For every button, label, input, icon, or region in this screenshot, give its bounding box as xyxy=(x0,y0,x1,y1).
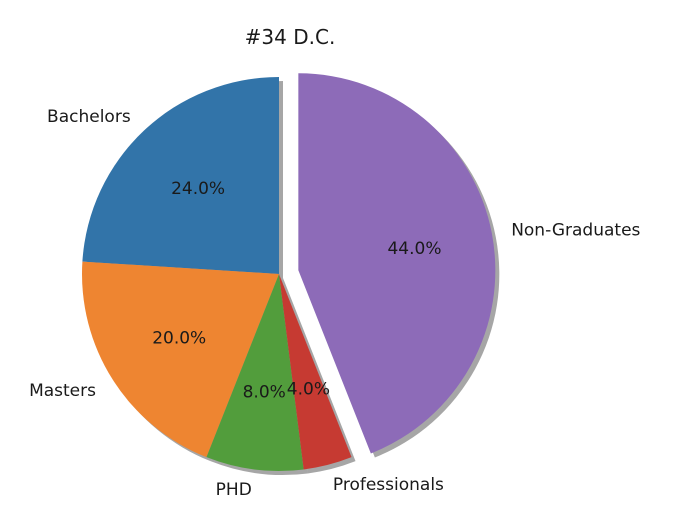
percent-label-professionals: 4.0% xyxy=(287,380,330,400)
slice-phd xyxy=(206,274,304,472)
slice-masters xyxy=(82,261,280,458)
slice-labels: Bachelors Masters PHD Professionals Non-Grad… xyxy=(29,107,640,500)
slice-label-bachelors: Bachelors xyxy=(47,107,131,127)
slice-label-non-graduates: Non-Graduates xyxy=(511,221,640,241)
slice-bachelors xyxy=(82,77,279,274)
percent-label-phd: 8.0% xyxy=(243,382,286,402)
slice-professionals xyxy=(279,274,352,470)
slice-non-graduates xyxy=(298,73,496,454)
slice-label-masters: Masters xyxy=(29,381,96,401)
slice-label-professionals: Professionals xyxy=(333,475,444,495)
slice-label-phd: PHD xyxy=(216,480,252,500)
chart-title: #34 D.C. xyxy=(245,25,336,49)
percent-label-masters: 20.0% xyxy=(152,328,206,348)
percent-labels: 24.0% 20.0% 8.0% 4.0% 44.0% xyxy=(152,179,441,402)
slices xyxy=(82,73,496,472)
percent-label-bachelors: 24.0% xyxy=(171,179,225,199)
percent-label-non-graduates: 44.0% xyxy=(387,239,441,259)
